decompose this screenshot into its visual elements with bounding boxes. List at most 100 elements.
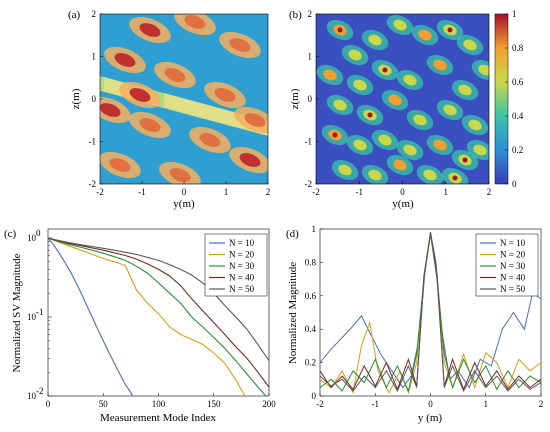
heatmap-peak	[244, 113, 266, 127]
ylabel-d: Normalized Magnitude	[287, 262, 299, 364]
heatmap-spot	[458, 84, 472, 96]
heatmap-spot	[393, 159, 407, 171]
y-tick-label: 0	[92, 94, 97, 104]
panel-label-b: (b)	[289, 9, 302, 21]
heatmap-spot	[423, 169, 437, 181]
heatmap-spot	[338, 164, 352, 176]
heatmap-peak	[109, 158, 131, 172]
heatmap-spot-core	[367, 112, 373, 118]
legend-label: N = 10	[229, 238, 255, 248]
x-tick-label: 150	[207, 399, 221, 409]
heatmap-peak	[100, 103, 121, 117]
heatmap-spot	[433, 59, 447, 71]
panel-b: (b) -2 -1 0 1 2 2 1 0 -1 -2 y(m) z(m) 1 0.8 0.6 0.4 0…	[289, 9, 524, 210]
series-line	[48, 237, 134, 396]
legend-label: N = 20	[500, 250, 526, 260]
series-line	[48, 237, 269, 362]
colorbar-tick-label: 0	[512, 179, 517, 189]
x-tick-label: 0	[46, 399, 51, 409]
legend-label: N = 40	[229, 273, 255, 283]
ylabel-a: z(m)	[70, 88, 82, 109]
heatmap-peak	[239, 153, 261, 167]
heatmap-spot	[413, 114, 427, 126]
heatmap-spot-core	[332, 132, 338, 138]
heatmap-spot-core	[452, 175, 458, 181]
y-tick-label: 0.2	[305, 358, 316, 368]
x-tick-label: -1	[138, 187, 146, 197]
y-tick-label: 2	[308, 9, 313, 19]
y-tick-label: 0	[308, 94, 313, 104]
x-tick-label: -1	[372, 399, 380, 409]
y-tick-label: 10	[27, 312, 37, 322]
y-tick-label: 0.6	[305, 291, 317, 301]
panel-label-a: (a)	[68, 9, 81, 21]
x-tick-label: 1	[484, 399, 489, 409]
legend-label: N = 40	[500, 273, 526, 283]
heatmap-peak	[139, 118, 161, 132]
y-tick-label: 0.8	[305, 257, 317, 267]
legend-label: N = 50	[229, 284, 255, 294]
y-tick-label: 1	[92, 52, 97, 62]
heatmap-spot	[418, 29, 432, 41]
heatmap-spot	[323, 69, 337, 81]
legend-label: N = 30	[500, 261, 526, 271]
x-tick-label: 0	[428, 399, 433, 409]
x-tick-label: 0	[182, 187, 187, 197]
colorbar	[494, 13, 509, 185]
heatmap-spot	[353, 79, 367, 91]
heatmap-spot	[393, 19, 407, 31]
heatmap-spot	[353, 139, 367, 151]
heatmap-b	[316, 14, 489, 184]
legend-label: N = 30	[229, 261, 255, 271]
x-tick-label: 200	[262, 399, 276, 409]
y-tick-label: -2	[305, 179, 313, 189]
colorbar-tick-label: 0.2	[512, 145, 523, 155]
x-tick-label: 2	[539, 399, 544, 409]
heatmap-peak	[164, 68, 186, 82]
heatmap-spot	[468, 119, 482, 131]
ylabel-c: Normalized SV Magnitude	[11, 253, 23, 372]
heatmap-spot	[368, 34, 382, 46]
x-tick-label: -2	[96, 187, 104, 197]
heatmap-spot	[348, 49, 362, 61]
panel-d: (d) -2 -1 0 1 2 1 0.8 0.6 0.4 0.2 0 y (m) Normaliz…	[286, 224, 543, 424]
ylabel-b: z(m)	[289, 88, 301, 109]
panel-a: (a) -2 -1 0 1 2 2 1 0 -1 -2 y(m) z(m)	[68, 9, 270, 210]
heatmap-peak	[229, 38, 251, 52]
x-tick-label: 1	[224, 187, 229, 197]
xlabel-b: y(m)	[392, 198, 414, 210]
panel-label-c: (c)	[4, 228, 17, 240]
colorbar-tick-label: 0.8	[512, 43, 524, 53]
heatmap-spot	[403, 144, 417, 156]
xlabel-a: y(m)	[173, 198, 195, 210]
y-tick-label: 0.4	[305, 324, 317, 334]
colorbar-tick-label: 0.6	[512, 77, 524, 87]
y-tick-label: 10	[27, 233, 37, 243]
heatmap-peak	[214, 88, 236, 102]
y-tick-label: -1	[89, 137, 97, 147]
heatmap-spot-core	[337, 27, 343, 33]
heatmap-spot	[433, 139, 447, 151]
x-tick-label: 100	[152, 399, 166, 409]
x-tick-label: -2	[312, 187, 320, 197]
heatmap-peak	[114, 53, 136, 67]
legend-label: N = 20	[229, 250, 255, 260]
y-tick-label: 0	[312, 391, 317, 401]
heatmap-peak	[139, 23, 161, 37]
y-tick-label: 1	[308, 52, 313, 62]
y-tick-label: 2	[92, 9, 97, 19]
panel-label-d: (d)	[286, 228, 299, 240]
heatmap-peak	[199, 133, 221, 147]
heatmap-spot-core	[447, 27, 453, 33]
heatmap-spot	[473, 144, 487, 156]
heatmap-spot	[443, 104, 457, 116]
heatmap-peak	[169, 168, 191, 182]
y-tick-label: -2	[89, 179, 97, 189]
xlabel-c: Measurement Mode Index	[100, 412, 217, 424]
y-tick-exponent: -2	[36, 386, 44, 396]
legend-box	[204, 233, 268, 297]
y-tick-label: 10	[27, 391, 37, 401]
series-line	[48, 237, 246, 396]
